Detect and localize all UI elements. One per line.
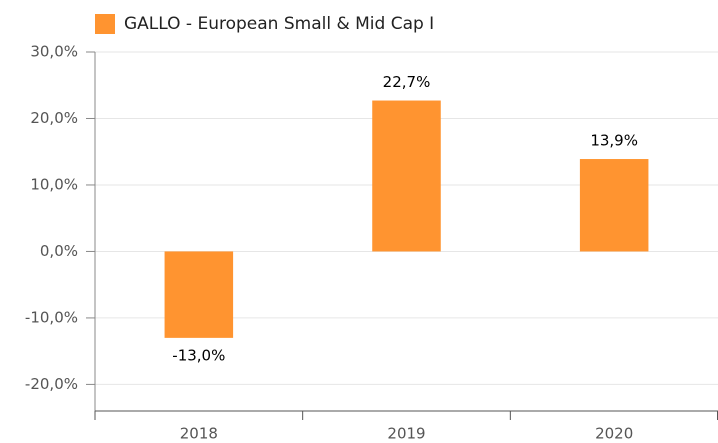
- y-tick-label: -10,0%: [25, 308, 78, 326]
- data-label: -13,0%: [172, 346, 225, 364]
- bar: [164, 251, 234, 338]
- y-tick-label: 20,0%: [30, 109, 78, 127]
- legend-label: GALLO - European Small & Mid Cap I: [124, 14, 434, 34]
- data-label: 22,7%: [383, 73, 431, 91]
- x-tick-label: 2019: [387, 425, 425, 443]
- y-tick-label: 0,0%: [40, 242, 78, 260]
- x-tick-label: 2018: [180, 425, 218, 443]
- y-tick-label: -20,0%: [25, 375, 78, 393]
- legend-swatch: [95, 14, 115, 34]
- bar: [579, 159, 649, 252]
- y-tick-label: 10,0%: [30, 175, 78, 193]
- y-tick-label: 30,0%: [30, 43, 78, 61]
- data-label: 13,9%: [590, 132, 638, 150]
- bar: [372, 100, 441, 252]
- x-tick-label: 2020: [595, 425, 633, 443]
